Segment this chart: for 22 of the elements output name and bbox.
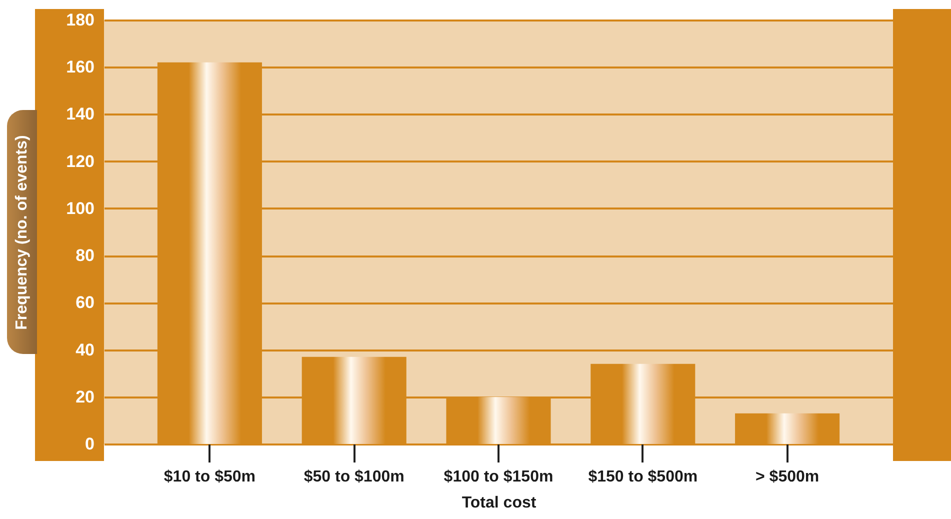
x-tick-label: $50 to $100m (304, 468, 404, 486)
x-tick-label: > $500m (755, 468, 820, 486)
y-axis-title: Frequency (no. of events) (14, 135, 30, 330)
y-tick-label: 120 (66, 152, 94, 171)
y-tick-label: 180 (66, 10, 94, 30)
y-tick-label: 80 (76, 246, 94, 266)
y-tick-label: 100 (66, 198, 94, 218)
y-tick-label: 20 (76, 387, 94, 406)
bar (157, 62, 262, 444)
x-axis-title: Total cost (462, 494, 537, 512)
y-tick-label: 60 (76, 293, 94, 312)
bar (735, 413, 840, 444)
x-tick-label: $10 to $50m (164, 468, 256, 486)
y-tick-label: 160 (66, 58, 94, 77)
y-tick-label: 40 (76, 340, 94, 360)
bar (590, 364, 696, 444)
x-tick-label: $100 to $150m (444, 468, 554, 486)
x-tick-label: $150 to $500m (588, 468, 698, 486)
bar (446, 396, 551, 444)
bar (302, 356, 406, 444)
y-tick-label: 140 (66, 104, 94, 124)
y-tick-label: 0 (85, 434, 94, 454)
